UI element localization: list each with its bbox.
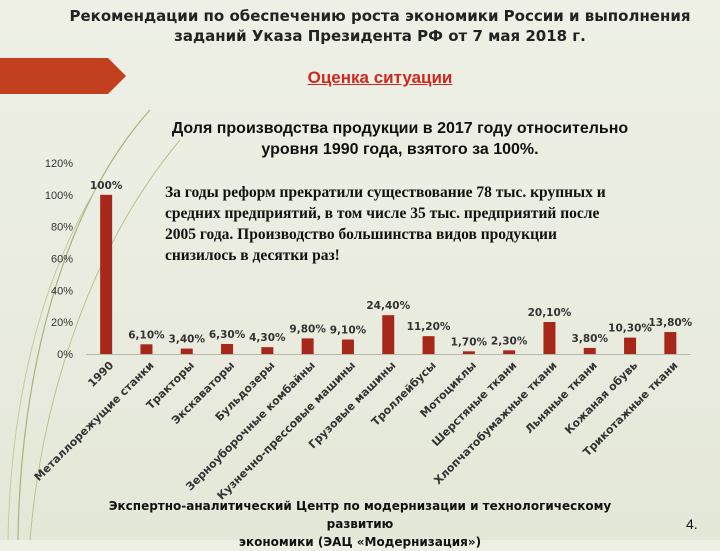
bar: [100, 194, 113, 354]
data-label: 3,80%: [572, 333, 609, 345]
y-tick-label: 120%: [45, 158, 73, 170]
annotation-line: 2005 года. Производство большинства видо…: [165, 226, 557, 243]
data-label: 24,40%: [366, 300, 410, 312]
chart-title: Доля производства продукции в 2017 году …: [100, 118, 700, 160]
data-label: 4,30%: [249, 332, 286, 344]
bar: [503, 350, 516, 354]
footer-line: Экспертно-аналитический Центр по модерни…: [108, 499, 612, 531]
data-label: 6,30%: [209, 329, 246, 341]
bar: [382, 315, 395, 354]
chart-annotation: За годы реформ прекратили существование …: [165, 182, 685, 266]
header-title: Рекомендации по обеспечению роста эконом…: [40, 6, 720, 46]
y-tick-label: 20%: [51, 317, 73, 329]
data-label: 100%: [90, 180, 123, 192]
bar: [624, 337, 637, 354]
y-tick-label: 0%: [57, 349, 73, 361]
category-label: Льняные ткани: [523, 359, 600, 436]
footer: Экспертно-аналитический Центр по модерни…: [80, 497, 640, 551]
chart-title-line: Доля производства продукции в 2017 году …: [171, 120, 629, 137]
y-tick-label: 80%: [51, 222, 73, 234]
y-tick-label: 60%: [51, 254, 73, 266]
data-label: 2,30%: [491, 335, 528, 347]
section-title: Оценка ситуации: [307, 68, 453, 87]
bar: [462, 351, 475, 354]
y-tick-label: 40%: [51, 285, 73, 297]
header-title-line: Рекомендации по обеспечению роста эконом…: [69, 7, 691, 25]
header-title-line: заданий Указа Президента РФ от 7 мая 201…: [174, 27, 586, 45]
bar: [341, 339, 354, 354]
y-tick-label: 100%: [45, 190, 73, 202]
category-label: 1990: [85, 359, 116, 390]
data-label: 13,80%: [648, 317, 692, 329]
page-number: 4.: [686, 516, 698, 532]
bar: [301, 338, 314, 354]
bar: [140, 344, 153, 354]
footer-line: экономики (ЭАЦ «Модернизация»): [238, 535, 482, 549]
category-label: Кожаная обувь: [562, 359, 640, 437]
bar: [583, 347, 596, 354]
data-label: 6,10%: [128, 329, 165, 341]
data-label: 20,10%: [528, 307, 572, 319]
bar: [664, 332, 677, 354]
annotation-line: За годы реформ прекратили существование …: [165, 184, 606, 201]
bar: [422, 336, 435, 354]
data-label: 1,70%: [451, 336, 488, 348]
bar: [221, 343, 234, 354]
data-label: 3,40%: [169, 334, 206, 346]
annotation-line: снизилось в десятки раз!: [165, 247, 340, 264]
data-label: 10,30%: [608, 323, 652, 335]
bar: [180, 348, 193, 354]
data-label: 9,10%: [330, 325, 367, 337]
annotation-line: средних предприятий, в том числе 35 тыс.…: [165, 205, 600, 222]
chart-title-line: уровня 1990 года, взятого за 100%.: [261, 141, 539, 158]
bar: [261, 347, 274, 354]
data-label: 9,80%: [289, 323, 326, 335]
bar: [543, 322, 556, 354]
data-label: 11,20%: [407, 321, 451, 333]
